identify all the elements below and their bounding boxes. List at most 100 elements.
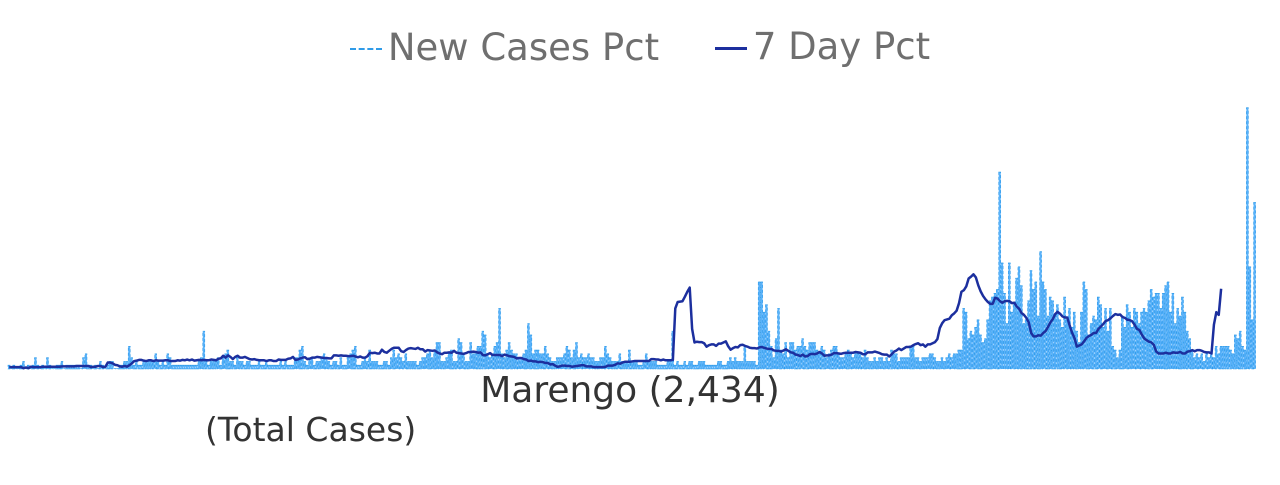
new-cases-bar <box>305 364 309 370</box>
new-cases-bar <box>7 364 11 370</box>
new-cases-bar <box>173 364 177 370</box>
new-cases-bar <box>390 357 393 370</box>
new-cases-bar <box>226 349 230 370</box>
new-cases-bar <box>601 357 605 370</box>
new-cases-bar <box>498 308 501 370</box>
new-cases-bar <box>289 364 292 370</box>
new-cases-bar <box>1219 345 1223 370</box>
new-cases-bar <box>245 361 249 370</box>
new-cases-bar <box>1161 292 1165 370</box>
new-cases-bar <box>483 334 487 370</box>
new-cases-bar <box>1106 330 1110 370</box>
new-cases-bar <box>221 357 225 370</box>
new-cases-bar <box>1058 319 1062 370</box>
new-cases-bar <box>1065 319 1069 370</box>
new-cases-bar <box>854 353 857 370</box>
new-cases-bar <box>171 364 174 370</box>
new-cases-bar <box>810 342 814 370</box>
new-cases-bar <box>1087 334 1090 370</box>
new-cases-bar <box>137 364 141 370</box>
new-cases-bar <box>536 349 540 370</box>
new-cases-bar <box>164 364 167 370</box>
new-cases-bar <box>885 357 888 370</box>
new-cases-bar <box>382 361 386 370</box>
new-cases-bar <box>293 357 297 370</box>
new-cases-bar <box>760 281 763 370</box>
new-cases-bar <box>257 361 261 370</box>
new-cases-bar <box>1173 323 1177 370</box>
new-cases-bar <box>830 349 833 370</box>
new-cases-bar <box>262 364 266 370</box>
new-cases-bar <box>440 361 444 370</box>
new-cases-bar <box>135 361 138 370</box>
new-cases-bar <box>988 300 992 370</box>
new-cases-bar <box>356 364 359 370</box>
new-cases-bar <box>1229 349 1232 370</box>
new-cases-bar <box>113 368 117 370</box>
new-cases-bar <box>1181 296 1184 370</box>
new-cases-bar <box>387 364 391 370</box>
new-cases-bar <box>931 353 934 370</box>
new-cases-bar <box>666 361 670 370</box>
new-cases-bar <box>1008 262 1011 370</box>
new-cases-bar <box>452 361 456 370</box>
new-cases-bar <box>1137 323 1141 370</box>
new-cases-bar <box>368 349 371 370</box>
new-cases-bar <box>277 364 280 370</box>
new-cases-bar <box>909 345 913 370</box>
new-cases-bar <box>512 353 516 370</box>
new-cases-bar <box>608 357 612 370</box>
new-cases-bar <box>1096 296 1100 370</box>
new-cases-bar <box>1020 285 1023 370</box>
new-cases-bar <box>899 357 903 370</box>
new-cases-bar <box>505 349 509 370</box>
new-cases-bar <box>572 349 576 370</box>
new-cases-bar <box>928 353 932 370</box>
new-cases-bar <box>649 361 653 370</box>
new-cases-bar <box>628 349 631 370</box>
new-cases-bar <box>1243 349 1247 370</box>
new-cases-bar <box>1029 270 1033 370</box>
new-cases-bar <box>940 357 944 370</box>
new-cases-bar <box>1109 308 1112 370</box>
new-cases-bar <box>637 364 641 370</box>
new-cases-bar <box>1121 315 1124 370</box>
new-cases-bar <box>781 353 785 370</box>
new-cases-bar <box>1207 357 1211 370</box>
legend-item-7-day-pct[interactable]: 7 Day Pct <box>714 25 930 68</box>
new-cases-bar <box>784 342 787 370</box>
new-cases-bar <box>1118 349 1122 370</box>
new-cases-bar <box>743 345 747 370</box>
new-cases-bar <box>421 357 424 370</box>
new-cases-bar <box>967 338 970 370</box>
new-cases-bar <box>688 361 691 370</box>
new-cases-bar <box>200 357 203 370</box>
new-cases-bar <box>714 364 718 370</box>
new-cases-bar <box>945 357 949 370</box>
new-cases-bar <box>952 353 956 370</box>
new-cases-bar <box>750 361 754 370</box>
new-cases-bar <box>971 334 975 370</box>
new-cases-bar <box>755 364 759 370</box>
new-cases-bar <box>79 368 83 370</box>
legend-item-new-cases-pct[interactable]: New Cases Pct <box>349 26 659 69</box>
new-cases-bar <box>976 319 980 370</box>
new-cases-bar <box>916 357 920 370</box>
chart-legend: New Cases Pct 7 Day Pct <box>0 14 1280 69</box>
new-cases-bar <box>851 357 855 370</box>
new-cases-bar <box>279 361 283 370</box>
new-cases-bar <box>640 364 643 370</box>
new-cases-bar <box>248 361 251 370</box>
new-cases-bar <box>1015 277 1018 370</box>
new-cases-bar <box>1176 308 1179 370</box>
new-cases-bar <box>454 361 458 370</box>
new-cases-bar <box>394 357 398 370</box>
new-cases-bar <box>1024 319 1028 370</box>
new-cases-bar <box>1214 345 1218 370</box>
new-cases-bar <box>416 364 420 370</box>
new-cases-bar <box>769 345 773 370</box>
new-cases-bar <box>447 353 451 370</box>
new-cases-bar <box>798 345 802 370</box>
new-cases-bar <box>1080 311 1083 370</box>
